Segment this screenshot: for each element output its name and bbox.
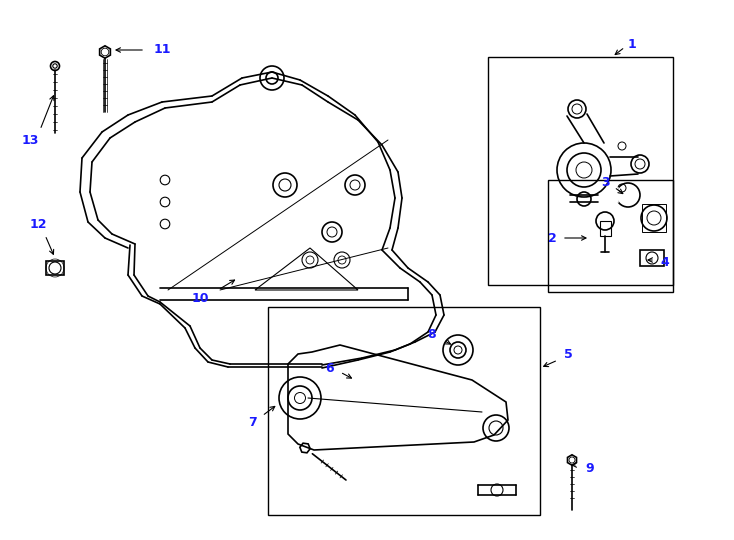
Text: 1: 1 (628, 38, 636, 51)
Bar (640, 250, 664, 266)
Text: 4: 4 (661, 255, 669, 268)
Text: 12: 12 (29, 219, 47, 232)
Bar (642, 204, 666, 232)
Text: 5: 5 (564, 348, 573, 361)
Text: 6: 6 (326, 361, 334, 375)
Text: 10: 10 (192, 292, 208, 305)
Text: 13: 13 (21, 133, 39, 146)
Text: 3: 3 (600, 176, 609, 188)
Text: 11: 11 (153, 44, 171, 57)
Bar (488, 57, 673, 285)
Text: 2: 2 (548, 232, 556, 245)
Bar (46, 261, 64, 275)
Text: 8: 8 (428, 328, 436, 341)
Text: 7: 7 (247, 415, 256, 429)
Bar (268, 307, 540, 515)
Bar (548, 180, 673, 292)
Bar (600, 221, 611, 236)
Text: 9: 9 (586, 462, 595, 475)
